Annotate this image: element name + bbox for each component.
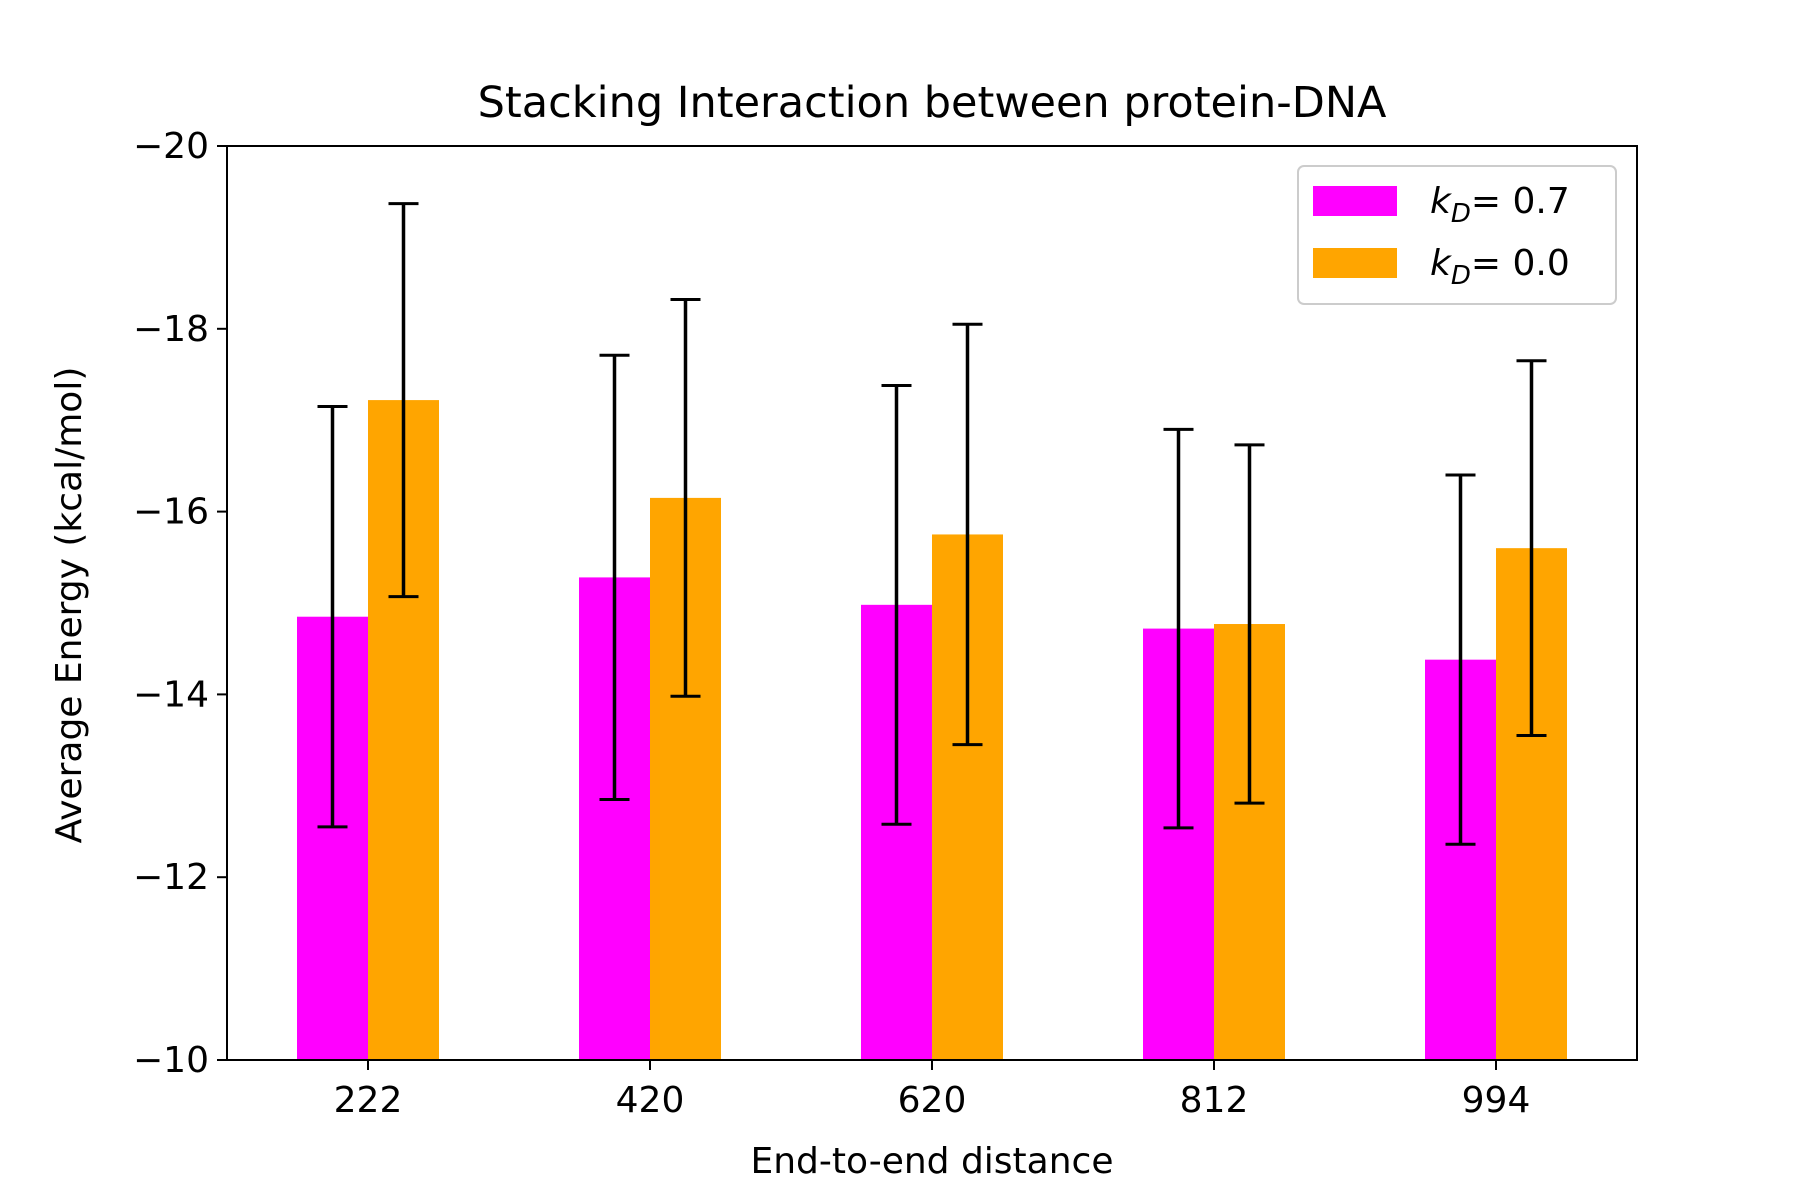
y-tick-label: −14 (133, 674, 209, 715)
legend-swatch-1 (1313, 248, 1397, 278)
y-axis-label: Average Energy (kcal/mol) (49, 367, 90, 844)
y-tick-label: −20 (133, 126, 209, 167)
x-tick-label: 812 (1180, 1080, 1249, 1121)
legend-swatch-0 (1313, 186, 1397, 216)
legend: kD= 0.7 kD= 0.0 (1297, 165, 1617, 305)
x-axis-label: End-to-end distance (750, 1141, 1113, 1182)
legend-label-0: kD= 0.7 (1430, 181, 1570, 229)
chart-title: Stacking Interaction between protein-DNA (478, 78, 1387, 128)
y-tick-label: −18 (133, 309, 209, 350)
x-tick-label: 994 (1462, 1080, 1531, 1121)
x-tick-label: 420 (616, 1080, 685, 1121)
y-tick-label: −12 (133, 857, 209, 898)
legend-label-1: kD= 0.0 (1430, 243, 1570, 291)
plot-area: −20 −18 −16 −14 −12 −10 222 420 620 812 994 (133, 126, 1638, 1121)
x-tick-label: 620 (898, 1080, 967, 1121)
y-tick-label: −10 (133, 1040, 209, 1081)
x-tick-label: 222 (334, 1080, 403, 1121)
y-tick-label: −16 (133, 492, 209, 533)
